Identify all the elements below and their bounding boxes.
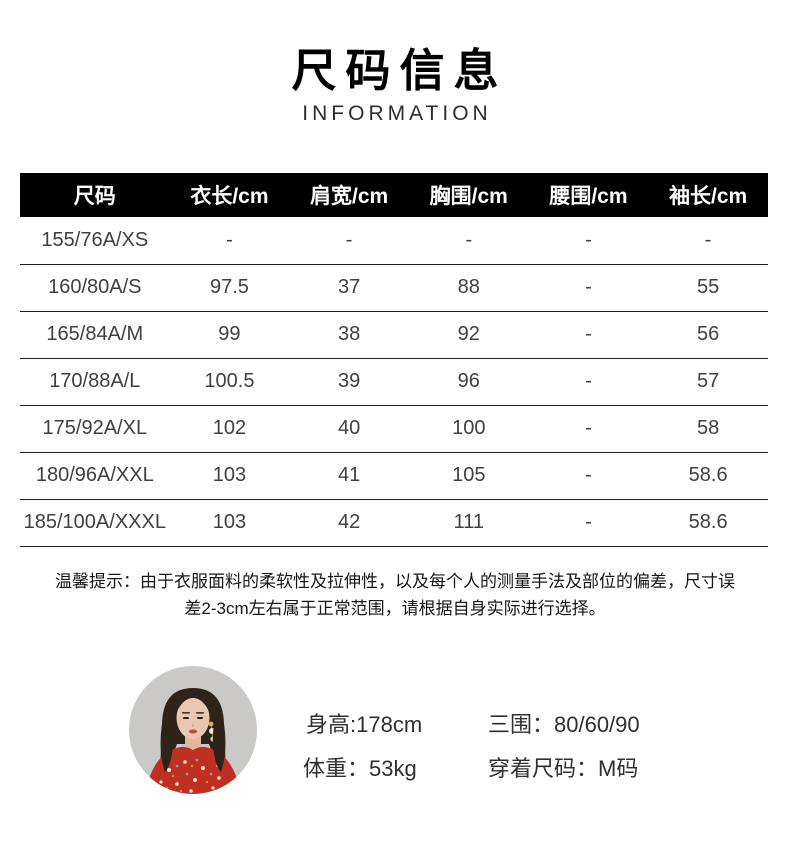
page-title: 尺码信息	[291, 45, 508, 96]
warm-notice-line1: 温馨提示：由于衣服面料的柔软性及拉伸性，以及每个人的测量手法及部位的偏差，尺寸误	[55, 572, 735, 591]
table-cell: 37	[289, 264, 409, 312]
title-block: 尺码信息 INFORMATION	[0, 44, 790, 126]
table-cell: 40	[289, 405, 409, 453]
table-row: 185/100A/XXXL 103 42 111 - 58.6	[20, 499, 768, 547]
table-row: 180/96A/XXL 103 41 105 - 58.6	[20, 452, 768, 500]
table-cell: -	[528, 264, 649, 312]
model-weight: 体重：53kg	[303, 756, 417, 781]
page-subtitle: INFORMATION	[302, 102, 492, 125]
table-cell: 58.6	[648, 499, 768, 547]
column-header-sleeve: 袖长/cm	[648, 173, 768, 217]
table-cell: 39	[289, 358, 409, 406]
table-cell: 100.5	[169, 358, 290, 406]
table-row: 160/80A/S 97.5 37 88 - 55	[20, 264, 768, 312]
table-cell: 55	[648, 264, 768, 312]
table-cell: 38	[289, 311, 409, 359]
table-cell: 111	[408, 499, 529, 547]
table-cell: 58.6	[648, 452, 768, 500]
table-cell: -	[648, 217, 768, 265]
table-cell: 57	[648, 358, 768, 406]
table-cell: -	[528, 358, 649, 406]
table-cell: -	[289, 217, 409, 265]
table-cell: 170/88A/L	[20, 358, 170, 406]
table-cell: 155/76A/XS	[20, 217, 170, 265]
model-measurements: 三围：80/60/90	[488, 712, 640, 737]
table-cell: 97.5	[169, 264, 290, 312]
table-row: 175/92A/XL 102 40 100 - 58	[20, 405, 768, 453]
table-cell: 185/100A/XXXL	[20, 499, 170, 547]
table-row: 165/84A/M 99 38 92 - 56	[20, 311, 768, 359]
table-cell: 165/84A/M	[20, 311, 170, 359]
table-cell: 102	[169, 405, 290, 453]
table-cell: 105	[408, 452, 529, 500]
table-cell: 42	[289, 499, 409, 547]
table-cell: 103	[169, 499, 290, 547]
table-cell: -	[528, 217, 649, 265]
model-avatar	[129, 666, 257, 794]
table-cell: 175/92A/XL	[20, 405, 170, 453]
table-cell: 41	[289, 452, 409, 500]
column-header-length: 衣长/cm	[169, 173, 290, 217]
table-cell: 96	[408, 358, 529, 406]
table-cell: -	[528, 452, 649, 500]
table-header-row: 尺码 衣长/cm 肩宽/cm 胸围/cm 腰围/cm 袖长/cm	[20, 173, 768, 217]
table-cell: 180/96A/XXL	[20, 452, 170, 500]
warm-notice-line2: 差2-3cm左右属于正常范围，请根据自身实际进行选择。	[184, 599, 606, 618]
table-cell: 56	[648, 311, 768, 359]
column-header-size: 尺码	[20, 173, 170, 217]
size-table: 尺码 衣长/cm 肩宽/cm 胸围/cm 腰围/cm 袖长/cm 155/76A…	[20, 173, 768, 547]
table-cell: -	[408, 217, 529, 265]
model-photo-illustration	[129, 666, 257, 794]
table-cell: -	[528, 311, 649, 359]
table-cell: -	[528, 405, 649, 453]
table-cell: 100	[408, 405, 529, 453]
table-cell: 99	[169, 311, 290, 359]
table-cell: 92	[408, 311, 529, 359]
table-cell: 58	[648, 405, 768, 453]
warm-notice: 温馨提示：由于衣服面料的柔软性及拉伸性，以及每个人的测量手法及部位的偏差，尺寸误…	[0, 568, 790, 622]
table-cell: 160/80A/S	[20, 264, 170, 312]
column-header-bust: 胸围/cm	[408, 173, 529, 217]
table-row: 170/88A/L 100.5 39 96 - 57	[20, 358, 768, 406]
column-header-shoulder: 肩宽/cm	[289, 173, 409, 217]
model-wearing-size: 穿着尺码：M码	[488, 756, 639, 781]
table-cell: 88	[408, 264, 529, 312]
table-cell: 103	[169, 452, 290, 500]
table-row: 155/76A/XS - - - - -	[20, 217, 768, 265]
column-header-waist: 腰围/cm	[528, 173, 649, 217]
table-cell: -	[169, 217, 290, 265]
table-cell: -	[528, 499, 649, 547]
model-height: 身高:178cm	[306, 712, 423, 737]
